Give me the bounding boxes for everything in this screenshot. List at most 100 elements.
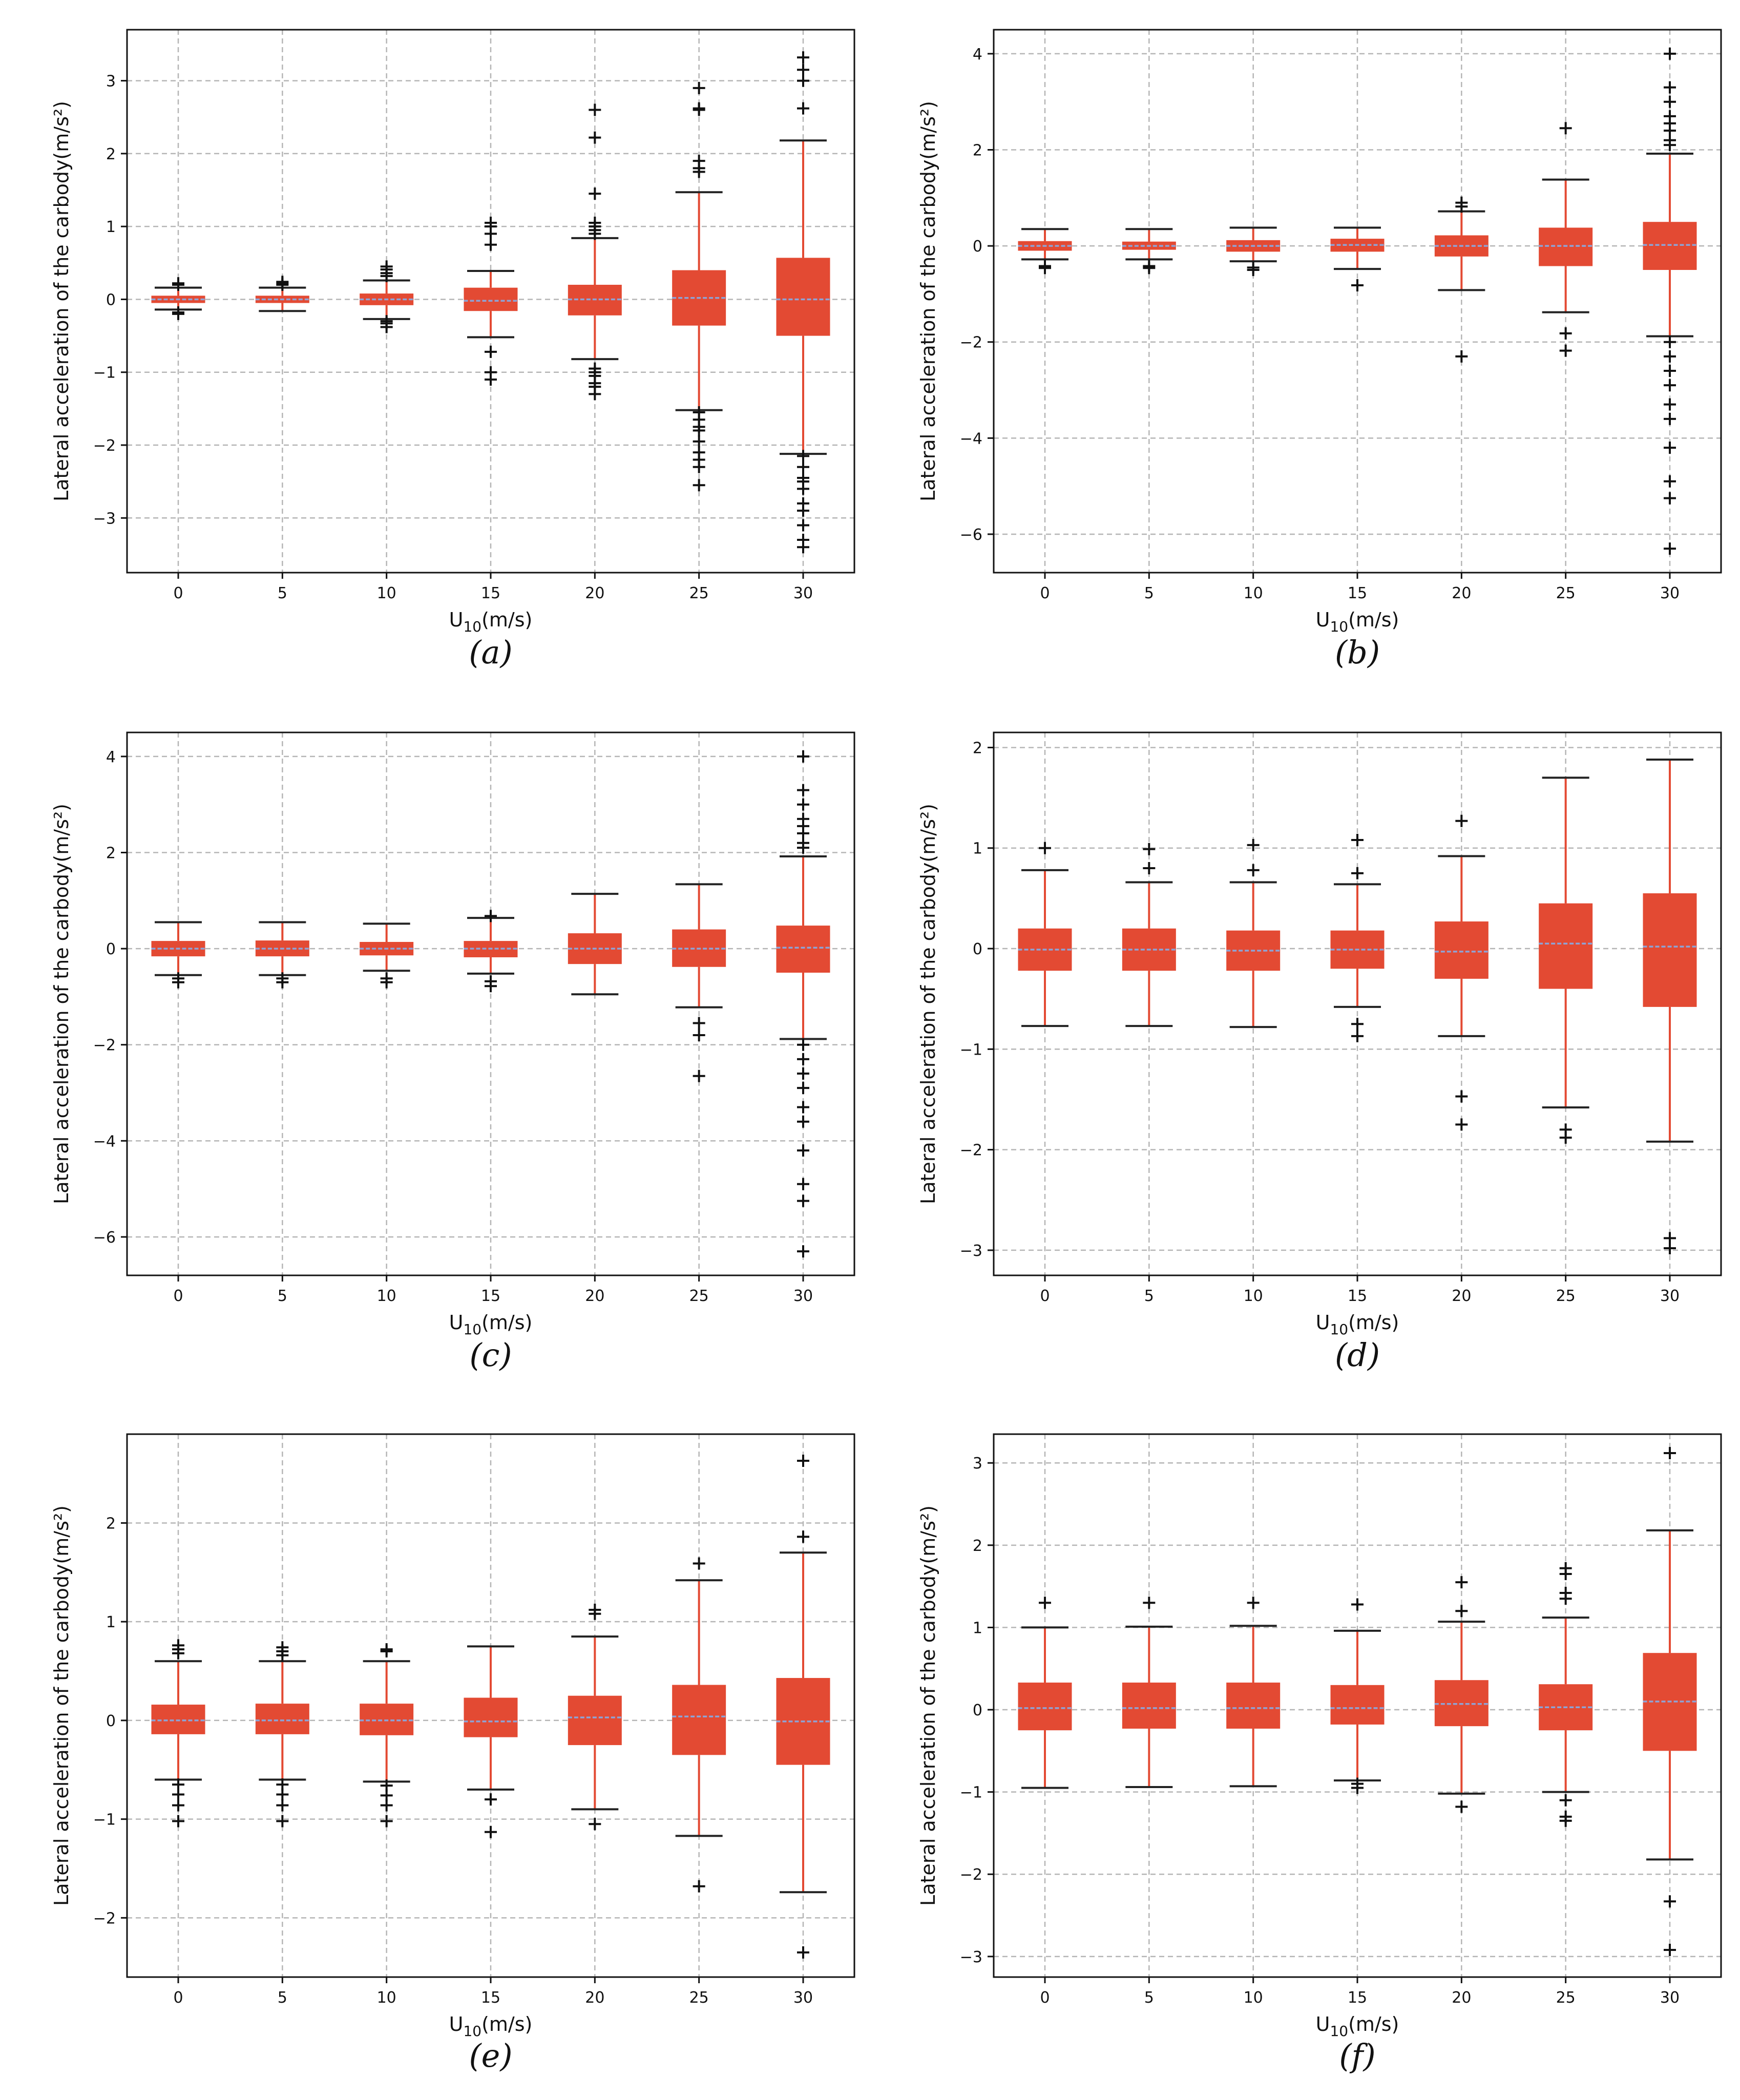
outlier-marker xyxy=(1664,365,1676,377)
box-iqr xyxy=(464,287,518,311)
x-tick-label: 30 xyxy=(793,1989,813,2007)
y-tick-label: −4 xyxy=(93,1132,116,1150)
x-tick-label: 10 xyxy=(377,1989,396,2007)
x-axis-label-symbol: U xyxy=(1316,2013,1330,2035)
outlier-marker xyxy=(485,910,497,922)
x-tick-label: 5 xyxy=(278,1989,287,2007)
box-iqr xyxy=(1018,1683,1072,1731)
x-tick-label: 0 xyxy=(1040,1989,1050,2007)
outlier-marker xyxy=(797,1067,809,1080)
outlier-marker xyxy=(172,976,184,989)
outlier-marker xyxy=(797,1530,809,1543)
x-tick-label: 25 xyxy=(1556,1287,1576,1305)
outlier-marker xyxy=(1664,542,1676,555)
y-tick-label: 0 xyxy=(106,291,116,309)
outlier-marker xyxy=(797,51,809,64)
y-axis-label: Lateral acceleration of the carbody(m/s²… xyxy=(917,101,939,501)
y-tick-label: 1 xyxy=(973,1619,982,1637)
y-tick-label: 2 xyxy=(973,1537,982,1555)
x-tick-label: 10 xyxy=(1244,584,1263,602)
outlier-marker xyxy=(380,976,393,989)
outlier-marker xyxy=(797,519,809,532)
y-tick-label: −2 xyxy=(93,1909,116,1927)
x-axis-label-unit: (m/s) xyxy=(1348,608,1399,631)
y-tick-label: −2 xyxy=(960,1866,982,1884)
outlier-marker xyxy=(1455,814,1468,827)
y-tick-label: −2 xyxy=(960,1142,982,1160)
x-axis-label-symbol: U xyxy=(449,2013,464,2035)
outlier-marker xyxy=(1559,122,1572,135)
outlier-marker xyxy=(1143,862,1156,874)
outlier-marker xyxy=(1455,1118,1468,1131)
outlier-marker xyxy=(1664,95,1676,108)
outlier-marker xyxy=(1351,834,1364,847)
x-tick-label: 0 xyxy=(1040,1287,1050,1305)
outlier-marker xyxy=(172,277,184,290)
x-tick-label: 5 xyxy=(1144,1287,1154,1305)
outlier-marker xyxy=(276,1788,289,1801)
outlier-marker xyxy=(485,345,497,358)
box-iqr xyxy=(1434,921,1489,979)
outlier-marker xyxy=(797,1053,809,1065)
outlier-marker xyxy=(797,1946,809,1959)
y-tick-label: −3 xyxy=(960,1242,982,1260)
outlier-marker xyxy=(276,1799,289,1812)
outlier-marker xyxy=(797,812,809,825)
outlier-marker xyxy=(1664,350,1676,363)
outlier-marker xyxy=(589,217,601,229)
box-iqr xyxy=(776,258,830,336)
x-tick-label: 10 xyxy=(377,1287,396,1305)
x-tick-label: 15 xyxy=(1348,584,1367,602)
box-iqr xyxy=(1643,893,1697,1007)
outlier-marker xyxy=(485,980,497,993)
y-tick-label: −6 xyxy=(93,1229,116,1247)
box-iqr xyxy=(1643,222,1697,270)
x-axis-label-subscript: 10 xyxy=(1330,618,1348,635)
outlier-marker xyxy=(797,798,809,811)
y-tick-label: −6 xyxy=(960,526,982,544)
outlier-marker xyxy=(1039,262,1051,275)
x-tick-label: 30 xyxy=(793,1287,813,1305)
outlier-marker xyxy=(1351,1598,1364,1611)
outlier-marker xyxy=(1664,492,1676,505)
x-tick-label: 20 xyxy=(1452,584,1471,602)
outlier-marker xyxy=(797,102,809,115)
outlier-marker xyxy=(485,1825,497,1838)
y-tick-label: 1 xyxy=(973,840,982,858)
y-tick-label: 2 xyxy=(973,739,982,757)
x-tick-label: 25 xyxy=(689,584,709,602)
x-tick-label: 30 xyxy=(793,584,813,602)
x-tick-label: 10 xyxy=(1244,1287,1263,1305)
x-axis-label: U10(m/s) xyxy=(449,1311,533,1338)
outlier-marker xyxy=(172,1788,184,1801)
x-tick-label: 25 xyxy=(1556,1989,1576,2007)
outlier-marker xyxy=(380,1815,393,1828)
outlier-marker xyxy=(797,1194,809,1207)
outlier-marker xyxy=(693,1017,705,1030)
outlier-marker xyxy=(1039,1597,1051,1609)
outlier-marker xyxy=(1664,1895,1676,1908)
outlier-marker xyxy=(1664,110,1676,122)
outlier-marker xyxy=(797,1245,809,1258)
outlier-marker xyxy=(693,1880,705,1893)
outlier-marker xyxy=(1247,838,1260,851)
x-axis-label-symbol: U xyxy=(1316,1311,1330,1334)
outlier-marker xyxy=(380,321,393,333)
outlier-marker xyxy=(172,307,184,320)
x-tick-label: 20 xyxy=(585,1287,604,1305)
box-iqr xyxy=(672,1685,726,1755)
x-tick-label: 25 xyxy=(1556,584,1576,602)
outlier-marker xyxy=(797,1101,809,1114)
y-axis-label: Lateral acceleration of the carbody(m/s²… xyxy=(50,804,73,1204)
outlier-marker xyxy=(1351,867,1364,879)
x-axis-label-subscript: 10 xyxy=(1330,2023,1348,2040)
y-tick-label: 4 xyxy=(106,748,116,766)
outlier-marker xyxy=(797,460,809,473)
outlier-marker xyxy=(1559,1131,1572,1144)
outlier-marker xyxy=(1351,279,1364,292)
